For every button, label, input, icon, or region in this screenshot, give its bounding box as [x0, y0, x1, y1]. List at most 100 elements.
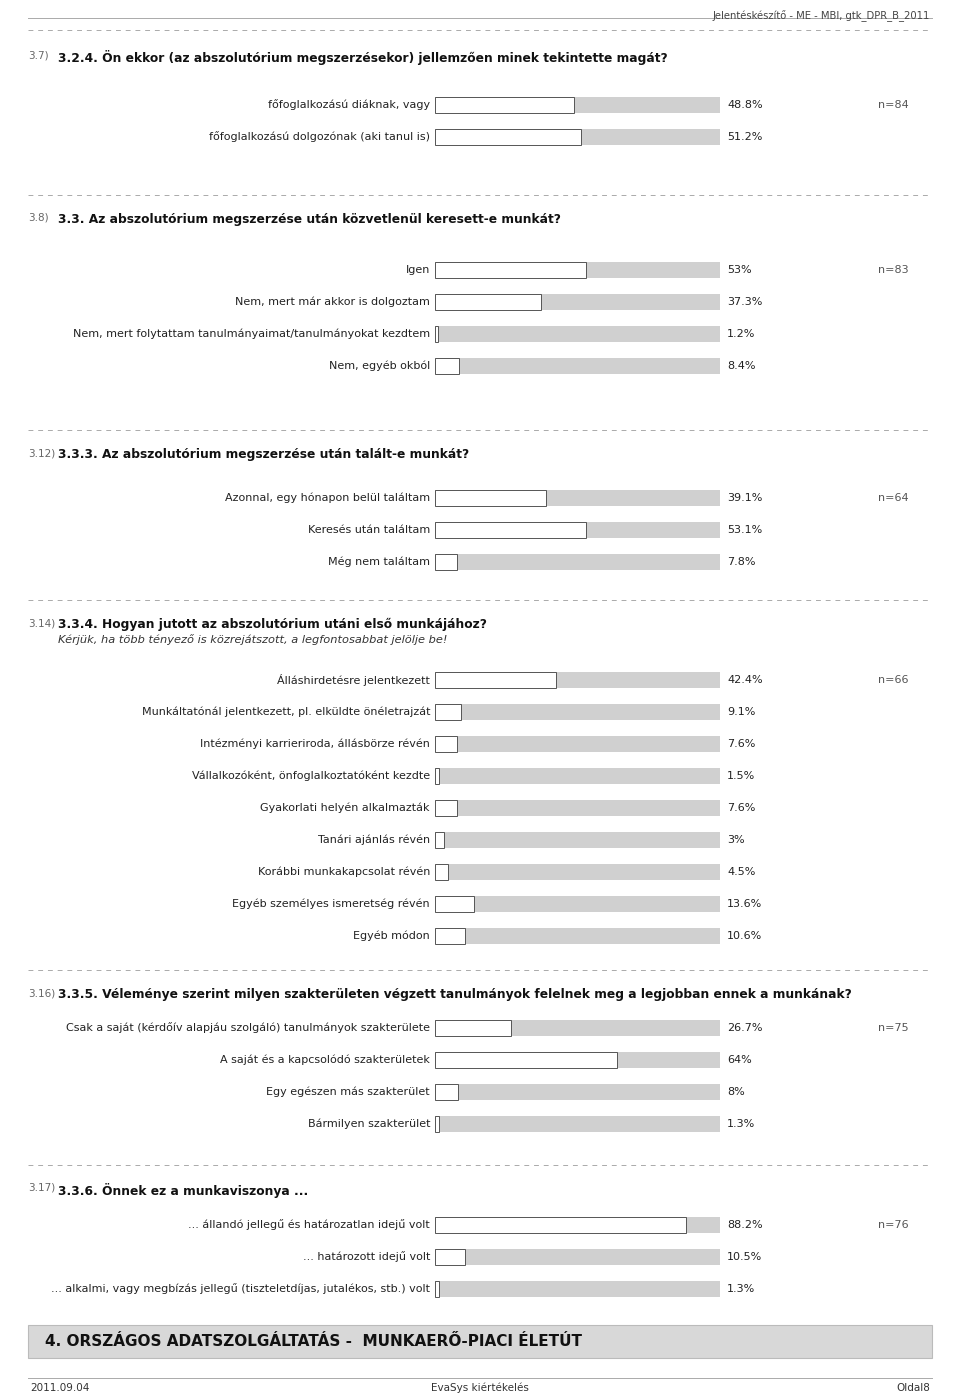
Bar [435, 1216, 686, 1233]
Text: 8.4%: 8.4% [727, 361, 756, 371]
Bar [435, 1281, 720, 1297]
Bar [435, 98, 574, 113]
Bar [435, 1020, 720, 1036]
Bar [435, 1116, 439, 1131]
Text: 3.3.5. Véleménye szerint milyen szakterületen végzett tanulmányok felelnek meg a: 3.3.5. Véleménye szerint milyen szakterü… [58, 988, 852, 1002]
Text: Nem, egyéb okból: Nem, egyéb okból [328, 361, 430, 371]
Text: 64%: 64% [727, 1055, 752, 1064]
Text: 3.16): 3.16) [28, 988, 56, 997]
Text: 1.5%: 1.5% [727, 771, 756, 781]
Text: 3.8): 3.8) [28, 213, 49, 223]
Text: 48.8%: 48.8% [727, 100, 762, 110]
Bar [435, 864, 447, 880]
Text: 3.2.4. Ön ekkor (az abszolutórium megszerzésekor) jellemzően minek tekintette ma: 3.2.4. Ön ekkor (az abszolutórium megsze… [58, 50, 667, 66]
Bar [28, 1325, 932, 1357]
Text: Egyéb személyes ismeretség révén: Egyéb személyes ismeretség révén [232, 898, 430, 910]
Bar [435, 1249, 720, 1265]
Text: A saját és a kapcsolódó szakterületek: A saját és a kapcsolódó szakterületek [220, 1055, 430, 1066]
Bar [435, 326, 439, 342]
Bar [435, 1052, 617, 1069]
Text: Nem, mert folytattam tanulmányaimat/tanulmányokat kezdtem: Nem, mert folytattam tanulmányaimat/tanu… [73, 329, 430, 339]
Text: 37.3%: 37.3% [727, 297, 762, 307]
Bar [435, 831, 444, 848]
Bar [435, 896, 474, 912]
Text: Még nem találtam: Még nem találtam [328, 557, 430, 568]
Text: EvaSys kiértékelés: EvaSys kiértékelés [431, 1382, 529, 1394]
Text: 4.5%: 4.5% [727, 868, 756, 877]
Bar [435, 1084, 720, 1101]
Bar [435, 294, 720, 310]
Text: 1.3%: 1.3% [727, 1119, 756, 1129]
Text: 3.3. Az abszolutórium megszerzése után közvetlenül keresett-e munkát?: 3.3. Az abszolutórium megszerzése után k… [58, 213, 561, 226]
Text: 3.7): 3.7) [28, 50, 49, 60]
Text: Intézményi karrieriroda, állásbörze révén: Intézményi karrieriroda, állásbörze révé… [200, 739, 430, 749]
Bar [435, 672, 720, 688]
Bar [435, 359, 459, 374]
Bar [435, 98, 720, 113]
Text: Keresés után találtam: Keresés után találtam [308, 525, 430, 536]
Bar [435, 1052, 720, 1069]
Text: Tanári ajánlás révén: Tanári ajánlás révén [318, 834, 430, 845]
Bar [435, 737, 457, 752]
Bar [435, 490, 546, 506]
Bar [435, 704, 720, 720]
Text: főfoglalkozású dolgozónak (aki tanul is): főfoglalkozású dolgozónak (aki tanul is) [209, 131, 430, 142]
Text: Azonnal, egy hónapon belül találtam: Azonnal, egy hónapon belül találtam [225, 492, 430, 504]
Bar [435, 831, 720, 848]
Text: ... határozott idejű volt: ... határozott idejű volt [302, 1251, 430, 1262]
Bar [435, 554, 457, 571]
Bar [435, 737, 720, 752]
Text: n=84: n=84 [878, 100, 909, 110]
Text: n=66: n=66 [878, 675, 908, 685]
Bar [435, 864, 720, 880]
Bar [435, 704, 461, 720]
Bar [435, 359, 720, 374]
Bar [435, 262, 586, 278]
Text: 9.1%: 9.1% [727, 707, 756, 717]
Text: 39.1%: 39.1% [727, 492, 762, 504]
Text: 10.5%: 10.5% [727, 1251, 762, 1262]
Text: n=76: n=76 [878, 1221, 908, 1230]
Bar [435, 262, 720, 278]
Text: 1.2%: 1.2% [727, 329, 756, 339]
Text: 7.6%: 7.6% [727, 804, 756, 813]
Text: 3.12): 3.12) [28, 448, 56, 458]
Bar [435, 799, 457, 816]
Text: Egyéb módon: Egyéb módon [353, 930, 430, 942]
Bar [435, 928, 466, 944]
Bar [435, 1116, 720, 1131]
Bar [435, 490, 720, 506]
Text: Álláshirdetésre jelentkezett: Álláshirdetésre jelentkezett [277, 674, 430, 686]
Text: Csak a saját (kérdőív alapjáu szolgáló) tanulmányok szakterülete: Csak a saját (kérdőív alapjáu szolgáló) … [66, 1023, 430, 1034]
Text: 3.3.4. Hogyan jutott az abszolutórium utáni első munkájához?: 3.3.4. Hogyan jutott az abszolutórium ut… [58, 618, 487, 631]
Text: 3.3.6. Önnek ez a munkaviszonya ...: 3.3.6. Önnek ez a munkaviszonya ... [58, 1183, 308, 1198]
Text: 10.6%: 10.6% [727, 930, 762, 942]
Text: 51.2%: 51.2% [727, 133, 762, 142]
Text: ... állandó jellegű és határozatlan idejű volt: ... állandó jellegű és határozatlan idej… [188, 1219, 430, 1230]
Bar [435, 1216, 720, 1233]
Text: Jelentéskészítő - ME - MBI, gtk_DPR_B_2011: Jelentéskészítő - ME - MBI, gtk_DPR_B_20… [712, 10, 930, 22]
Text: 2011.09.04: 2011.09.04 [30, 1382, 89, 1394]
Bar [435, 1020, 511, 1036]
Text: 53%: 53% [727, 265, 752, 275]
Text: Igen: Igen [406, 265, 430, 275]
Text: főfoglalkozású diáknak, vagy: főfoglalkozású diáknak, vagy [268, 99, 430, 110]
Text: 4. ORSZÁGOS ADATSZOLGÁLTATÁS -  MUNKAERŐ-PIACI ÉLETÚT: 4. ORSZÁGOS ADATSZOLGÁLTATÁS - MUNKAERŐ-… [45, 1334, 582, 1349]
Text: Kérjük, ha több tényező is közrejátszott, a legfontosabbat jelölje be!: Kérjük, ha több tényező is közrejátszott… [58, 633, 447, 644]
Text: n=83: n=83 [878, 265, 908, 275]
Bar [435, 294, 541, 310]
Text: n=75: n=75 [878, 1023, 908, 1034]
Bar [435, 672, 556, 688]
Text: 7.8%: 7.8% [727, 557, 756, 566]
Bar [435, 769, 720, 784]
Bar [435, 128, 720, 145]
Bar [435, 522, 587, 538]
Text: n=64: n=64 [878, 492, 908, 504]
Text: ... alkalmi, vagy megbízás jellegű (tiszteletdíjas, jutalékos, stb.) volt: ... alkalmi, vagy megbízás jellegű (tisz… [51, 1283, 430, 1295]
Text: Egy egészen más szakterület: Egy egészen más szakterület [266, 1087, 430, 1098]
Text: 88.2%: 88.2% [727, 1221, 762, 1230]
Text: Vállalkozóként, önfoglalkoztatóként kezdte: Vállalkozóként, önfoglalkoztatóként kezd… [192, 771, 430, 781]
Text: 26.7%: 26.7% [727, 1023, 762, 1034]
Bar [435, 522, 720, 538]
Text: 8%: 8% [727, 1087, 745, 1096]
